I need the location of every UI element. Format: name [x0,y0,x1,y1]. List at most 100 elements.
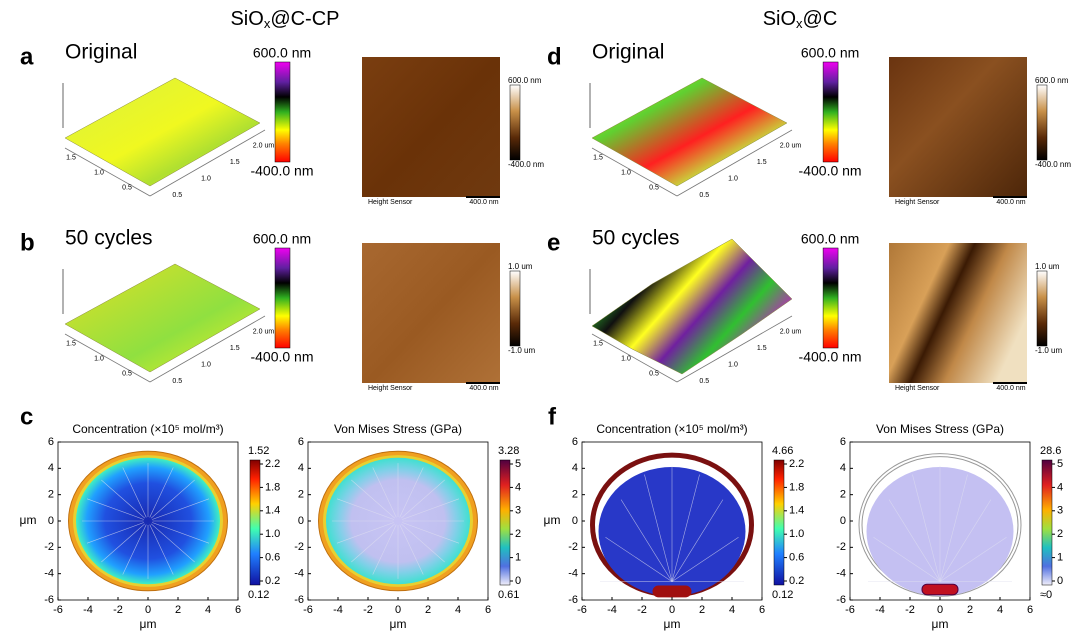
colorbar-min: 0.61 [498,589,519,601]
colorbar-tick-label: 3 [1057,505,1063,517]
colorbar-tick-label: 1 [1057,552,1063,564]
afm-colorbar-max: 600.0 nm [1035,76,1069,85]
image-caption: Height Sensor [368,385,413,392]
flux-line [939,499,992,582]
y-tick-label: 6 [840,436,846,448]
axis-tick-3d: 1.0 [728,175,738,182]
surface-3d [591,238,793,375]
flux-line [671,499,724,582]
y-tick-label: 6 [48,436,54,448]
afm-image [889,243,1027,391]
y-tick-label: -4 [44,568,54,580]
colorbar-tick-label: 2.2 [789,458,804,470]
colorbar-tick-label: 1.8 [265,481,280,493]
subscript: x [264,16,271,31]
x-tick-label: 4 [455,604,461,616]
flux-line [149,467,174,518]
x-tick-label: -6 [845,604,855,616]
flux-line [620,499,673,582]
flux-line [150,479,195,519]
image-caption: Height Sensor [895,199,940,206]
colorbar-max: 600.0 nm [253,231,311,247]
flux-line [888,499,941,582]
axis-tick-3d: 1.5 [593,154,603,161]
flux-line [101,523,146,563]
y-tick-label: 0 [298,515,304,527]
panel-letter: c [20,403,33,430]
y-tick-label: 2 [298,489,304,501]
y-tick-label: 4 [298,462,304,474]
colorbar-tick-label: 2.2 [265,458,280,470]
flux-line [101,479,146,519]
plot-title: Von Mises Stress (GPa) [334,422,462,436]
panel-letter: a [20,43,34,70]
plot-title: Von Mises Stress (GPa) [876,422,1004,436]
y-tick-label: 4 [840,462,846,474]
colorbar-min: 0.12 [772,589,793,601]
image-caption: Height Sensor [895,385,940,392]
axis-tick-3d: 1.5 [66,154,76,161]
y-tick-label: 2 [48,489,54,501]
panel-label: Original [592,41,664,64]
x-tick-label: 6 [1027,604,1033,616]
colorbar-tick-label: 1.0 [265,528,280,540]
flux-line [86,522,144,544]
flux-line [939,474,968,582]
flux-line [605,536,673,582]
colorbar-max: 600.0 nm [801,231,859,247]
afm-image [889,57,1027,205]
scale-bar-label: 400.0 nm [996,385,1025,392]
x-tick-label: -4 [607,604,617,616]
x-tick-label: -2 [905,604,915,616]
afm-colorbar [1036,84,1048,161]
axis-tick-3d: 1.5 [230,345,240,352]
title-part: @C-CP [270,8,339,30]
axis-tick-3d: 0.5 [649,370,659,377]
title-part: SiO [763,8,796,30]
image-footer [362,383,500,393]
colorbar-tick-label: 0.2 [789,575,804,587]
y-tick-label: 0 [48,515,54,527]
flux-line [122,467,147,518]
colorbar-tick-label: 1.8 [789,481,804,493]
y-tick-label: -2 [294,541,304,553]
afm-colorbar-max: 1.0 um [508,262,533,271]
x-tick-label: -6 [577,604,587,616]
axis-tick-3d: 1.0 [201,175,211,182]
flux-line [873,536,941,582]
axis-tick-3d: 1.5 [757,345,767,352]
axis-tick-3d: 1.0 [728,361,738,368]
colorbar-tick-label: 2 [515,528,521,540]
axis-edge [676,315,793,383]
colorbar-tick-label: 0 [1057,575,1063,587]
axis-tick-3d: 2.0 um [253,328,275,335]
image-footer [889,197,1027,207]
flux-line [939,536,1007,582]
subscript: x [796,16,803,31]
axis-tick-3d: 2.0 um [780,328,802,335]
axis-tick-3d: 1.0 [94,355,104,362]
title-part: SiO [230,8,263,30]
surface-3d [64,263,261,373]
flux-line [152,498,210,520]
flux-line [149,524,174,575]
image-caption: Height Sensor [368,199,413,206]
height-colorbar [822,61,839,163]
x-tick-label: -2 [363,604,373,616]
flux-line [372,467,397,518]
axis-tick-3d: 1.5 [593,340,603,347]
flux-line [400,479,445,519]
y-tick-label: 2 [572,489,578,501]
scale-bar-label: 400.0 nm [996,199,1025,206]
afm-colorbar [1036,270,1048,347]
colorbar-tick-label: 0.2 [265,575,280,587]
axis-tick-3d: 1.5 [66,340,76,347]
flux-line [122,524,147,575]
y-axis-label: μm [20,513,37,527]
panel-label: 50 cycles [592,227,680,250]
colorbar-tick-label: 0 [515,575,521,587]
flux-line [671,474,700,582]
axis-edge [149,315,266,383]
colorbar-tick-label: 5 [515,458,521,470]
axis-tick-3d: 1.0 [621,355,631,362]
